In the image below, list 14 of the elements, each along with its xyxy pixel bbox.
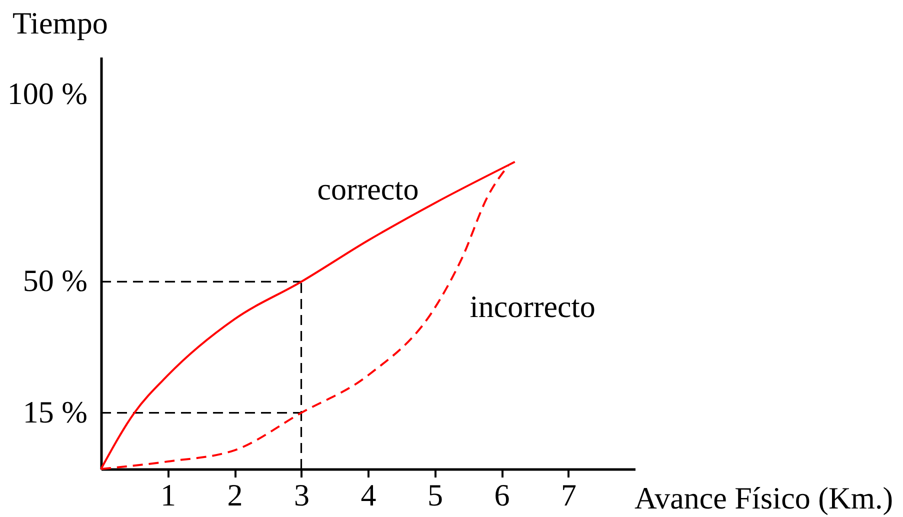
y-tick-label: 50 % bbox=[22, 263, 88, 298]
x-tick-label: 2 bbox=[227, 478, 243, 512]
x-axis-title: Avance Físico (Km.) bbox=[634, 480, 894, 516]
x-tick-label: 5 bbox=[428, 478, 443, 512]
x-tick-label: 3 bbox=[294, 478, 310, 512]
series-label: incorrecto bbox=[470, 288, 596, 324]
x-tick-label: 1 bbox=[160, 478, 176, 512]
y-tick-label: 15 % bbox=[22, 394, 88, 430]
y-axis-title: Tiempo bbox=[12, 6, 108, 40]
x-tick-label: 7 bbox=[561, 478, 576, 512]
x-tick-label: 6 bbox=[494, 478, 510, 512]
y-tick-label: 100 % bbox=[7, 76, 88, 111]
series-label: correcto bbox=[317, 172, 419, 207]
x-tick-label: 4 bbox=[360, 478, 377, 512]
